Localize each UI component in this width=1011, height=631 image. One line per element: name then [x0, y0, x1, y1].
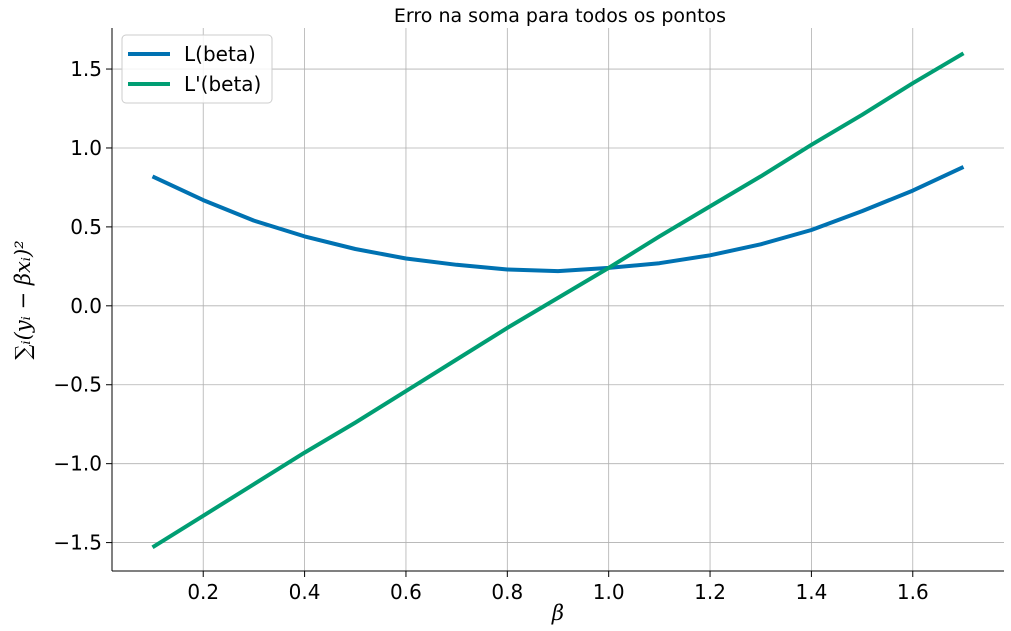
y-tick-label: −1.5	[53, 531, 102, 555]
y-axis-label: ∑ᵢ(yᵢ − βxᵢ)²	[11, 240, 35, 359]
y-tick-label: −1.0	[53, 452, 102, 476]
x-tick-label: 1.0	[593, 580, 625, 604]
x-tick-label: 1.6	[897, 580, 929, 604]
grid	[112, 28, 1004, 571]
axes	[111, 28, 1004, 572]
y-tick-label: −0.5	[53, 373, 102, 397]
x-tick-label: 0.4	[289, 580, 321, 604]
y-tick-label: 0.5	[70, 215, 102, 239]
x-tick-label: 0.2	[187, 580, 219, 604]
chart-title: Erro na soma para todos os pontos	[394, 5, 726, 27]
legend: L(beta) L'(beta)	[121, 34, 273, 104]
legend-label-l-beta: L(beta)	[184, 42, 256, 66]
ticks: 0.2 0.4 0.6 0.8 1.0 1.2 1.4 1.6 −1.5 −1.0 −0.5 0.0 0…	[53, 57, 928, 604]
y-tick-label: 1.0	[70, 136, 102, 160]
series-layer	[151, 51, 965, 549]
series-line-0	[151, 165, 965, 274]
x-tick-label: 1.4	[796, 580, 828, 604]
y-tick-label: 1.5	[70, 57, 102, 81]
series-line-1	[151, 51, 965, 549]
y-tick-label: 0.0	[70, 294, 102, 318]
x-axis-label: β	[551, 601, 564, 625]
x-tick-label: 1.2	[694, 580, 726, 604]
legend-label-l-prime-beta: L'(beta)	[184, 72, 261, 96]
x-tick-label: 0.6	[390, 580, 422, 604]
x-tick-label: 0.8	[491, 580, 523, 604]
